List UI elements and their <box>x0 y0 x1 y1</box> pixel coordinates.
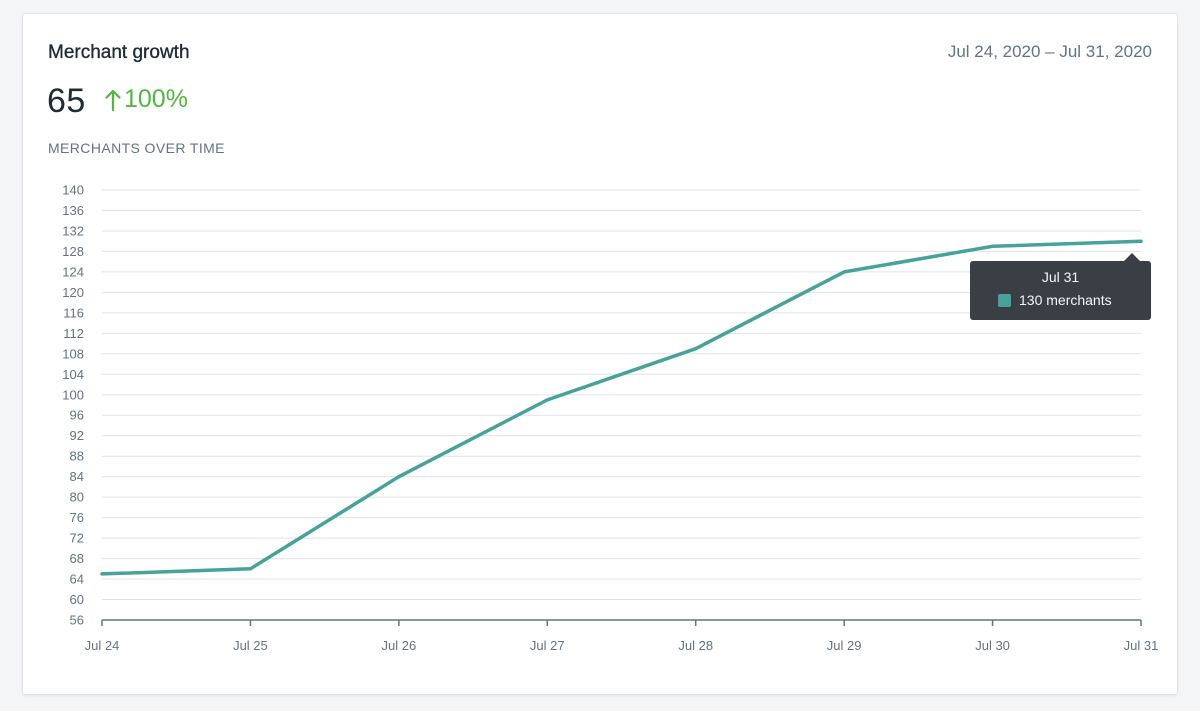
chart-grid <box>102 189 1141 601</box>
metric-value: 65 <box>47 82 86 120</box>
y-tick-label: 56 <box>70 613 84 628</box>
arrow-up-icon <box>105 89 121 111</box>
x-tick-label: Jul 30 <box>975 638 1010 653</box>
x-tick-label: Jul 26 <box>382 638 417 653</box>
y-tick-label: 140 <box>62 183 84 198</box>
tooltip-arrow <box>1124 253 1140 261</box>
x-axis: Jul 24 Jul 25 Jul 26 Jul 27 Jul 28 Jul 29 Jul … <box>85 619 1159 653</box>
tooltip-row: 130 merchants <box>998 292 1112 308</box>
y-tick-label: 120 <box>62 285 84 300</box>
card-title: Merchant growth <box>48 42 190 63</box>
metric-change-value: 100% <box>124 85 188 113</box>
y-tick-label: 60 <box>70 592 84 607</box>
x-tick-label: Jul 29 <box>827 638 862 653</box>
y-tick-label: 128 <box>62 244 84 259</box>
y-tick-label: 64 <box>70 572 84 587</box>
y-axis: 56 60 64 68 72 76 80 84 88 92 96 100 104 108 112 116 120… <box>62 183 84 628</box>
x-tick-label: Jul 28 <box>678 638 713 653</box>
y-tick-label: 88 <box>70 449 84 464</box>
tooltip-date: Jul 31 <box>1041 269 1080 285</box>
y-tick-label: 112 <box>63 326 84 341</box>
chart-subtitle: MERCHANTS OVER TIME <box>48 140 225 156</box>
x-tick-label: Jul 31 <box>1124 638 1159 653</box>
x-tick-label: Jul 25 <box>233 638 268 653</box>
y-tick-label: 132 <box>62 223 84 238</box>
line-chart: 56 60 64 68 72 76 80 84 88 92 96 100 104 108 112 116 120… <box>62 183 1159 654</box>
tooltip-value: 130 merchants <box>1019 292 1112 308</box>
merchant-growth-card: Merchant growth Jul 24, 2020 – Jul 31, 2… <box>22 13 1178 695</box>
y-tick-label: 136 <box>62 203 84 218</box>
y-tick-label: 124 <box>62 264 84 279</box>
metric-change: 100% <box>105 85 188 114</box>
y-tick-label: 96 <box>70 408 84 423</box>
y-tick-label: 100 <box>62 387 84 402</box>
y-tick-label: 92 <box>70 428 84 443</box>
y-tick-label: 84 <box>70 469 84 484</box>
y-tick-label: 72 <box>70 531 84 546</box>
y-tick-label: 108 <box>62 346 84 361</box>
y-tick-label: 76 <box>70 510 84 525</box>
series-line <box>100 239 1143 576</box>
chart-series <box>100 239 1143 576</box>
x-tick-label: Jul 24 <box>85 638 120 653</box>
x-tick-label: Jul 27 <box>530 638 565 653</box>
series-swatch <box>998 293 1011 307</box>
y-tick-label: 116 <box>63 305 84 320</box>
y-tick-label: 80 <box>70 490 84 505</box>
y-tick-label: 104 <box>62 367 84 382</box>
y-tick-label: 68 <box>70 551 84 566</box>
date-range[interactable]: Jul 24, 2020 – Jul 31, 2020 <box>947 42 1152 61</box>
chart-tooltip: Jul 31 130 merchants <box>970 253 1151 320</box>
